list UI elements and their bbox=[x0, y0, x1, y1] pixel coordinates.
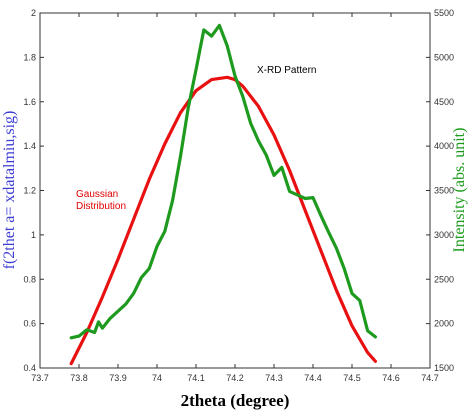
y-left-tick-label: 1.4 bbox=[23, 141, 36, 151]
x-tick-label: 73.9 bbox=[109, 373, 127, 383]
y-left-tick-label: 0.6 bbox=[23, 319, 36, 329]
y-right-tick-label: 1500 bbox=[434, 363, 454, 373]
x-tick-label: 74.2 bbox=[226, 373, 244, 383]
x-axis-ticks: 73.7 73.8 73.9 74 74.1 74.2 74.3 74.4 74.5 74.6 74… bbox=[31, 13, 439, 383]
y-left-tick-label: 1 bbox=[31, 230, 36, 240]
xrd-annotation: X-RD Pattern bbox=[257, 65, 316, 76]
y-right-tick-label: 4000 bbox=[434, 141, 454, 151]
x-tick-label: 74.7 bbox=[421, 373, 439, 383]
x-tick-label: 73.7 bbox=[31, 373, 49, 383]
y-left-tick-label: 2 bbox=[31, 8, 36, 18]
x-tick-label: 74.1 bbox=[187, 373, 205, 383]
y-right-tick-label: 4500 bbox=[434, 97, 454, 107]
x-tick-label: 74.4 bbox=[304, 373, 322, 383]
series-layer bbox=[69, 23, 377, 366]
y-right-tick-label: 5500 bbox=[434, 8, 454, 18]
y-right-axis-ticks: 1500 2000 2500 3000 3500 4000 4500 5000 5500 bbox=[426, 8, 454, 373]
y-right-tick-label: 2000 bbox=[434, 319, 454, 329]
y-left-axis-label: f(2thet a= xdatalmiu,sig) bbox=[1, 111, 18, 270]
y-left-tick-label: 0.8 bbox=[23, 274, 36, 284]
x-tick-label: 73.8 bbox=[70, 373, 88, 383]
y-right-tick-label: 3000 bbox=[434, 230, 454, 240]
y-right-tick-label: 2500 bbox=[434, 274, 454, 284]
x-tick-label: 74 bbox=[152, 373, 162, 383]
y-left-tick-label: 0.4 bbox=[23, 363, 36, 373]
y-left-axis-ticks: 0.4 0.6 0.8 1 1.2 1.4 1.6 1.8 2 bbox=[23, 8, 44, 373]
x-tick-label: 74.6 bbox=[382, 373, 400, 383]
y-left-tick-label: 1.2 bbox=[23, 186, 36, 196]
y-right-axis-label: Intensity (abs. unit) bbox=[451, 128, 468, 253]
y-right-tick-label: 5000 bbox=[434, 52, 454, 62]
x-tick-label: 74.5 bbox=[343, 373, 361, 383]
y-right-tick-label: 3500 bbox=[434, 186, 454, 196]
y-left-tick-label: 1.6 bbox=[23, 97, 36, 107]
gaussian-annotation-line1: Gaussian bbox=[76, 189, 118, 200]
y-left-tick-label: 1.8 bbox=[23, 52, 36, 62]
gaussian-series-line bbox=[69, 75, 377, 366]
x-axis-label: 2theta (degree) bbox=[181, 391, 290, 410]
xrd-series-line bbox=[69, 23, 377, 340]
x-tick-label: 74.3 bbox=[265, 373, 283, 383]
gaussian-annotation-line2: Distribution bbox=[76, 201, 126, 212]
